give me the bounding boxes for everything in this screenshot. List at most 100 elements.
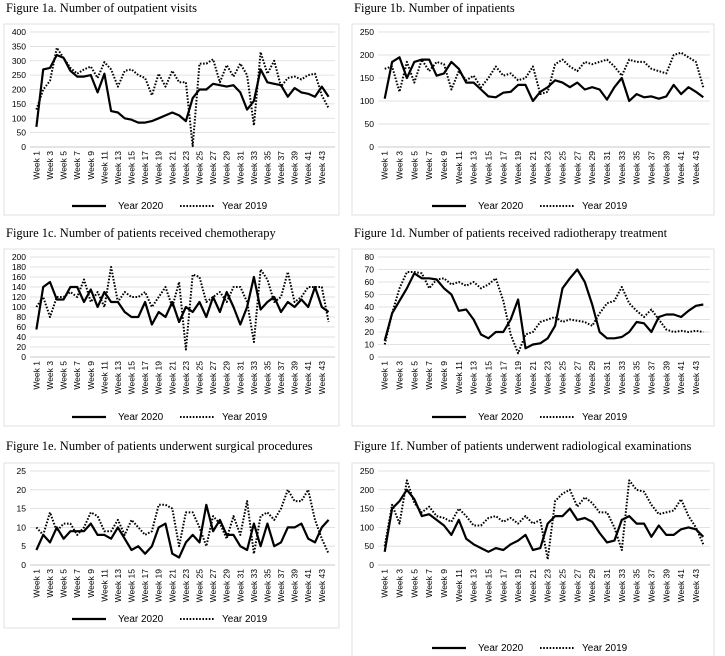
y-tick-label: 250 [360, 27, 374, 37]
x-tick-label: Week 1 [31, 569, 41, 598]
x-tick-label: Week 17 [140, 569, 150, 603]
x-tick-label: Week 43 [691, 361, 701, 395]
x-tick-label: Week 39 [661, 361, 671, 395]
series-line-2019 [35, 46, 330, 148]
x-tick-label: Week 17 [498, 361, 508, 395]
chart-frame [3, 23, 340, 216]
chart-title: Figure 1e. Number of patients underwent … [6, 439, 313, 453]
x-tick-label: Week 7 [72, 569, 82, 598]
y-tick-label: 80 [17, 312, 27, 322]
y-tick-label: 50 [365, 290, 375, 300]
x-tick-label: Week 21 [167, 569, 177, 603]
x-tick-label: Week 39 [290, 361, 300, 395]
y-tick-label: 60 [365, 277, 375, 287]
y-tick-label: 0 [369, 560, 374, 570]
legend-label-2019: Year 2019 [222, 412, 268, 423]
legend-label-2019: Year 2019 [582, 201, 628, 212]
x-tick-label: Week 13 [113, 361, 123, 395]
x-tick-label: Week 27 [208, 569, 218, 603]
x-tick-label: Week 17 [140, 151, 150, 185]
x-tick-label: Week 9 [439, 569, 449, 598]
legend-label-2019: Year 2019 [222, 614, 268, 625]
x-tick-label: Week 19 [513, 151, 523, 185]
x-tick-label: Week 7 [424, 361, 434, 390]
x-tick-label: Week 27 [572, 151, 582, 185]
y-tick-label: 20 [17, 485, 27, 495]
x-tick-label: Week 37 [276, 569, 286, 603]
chart-panel-5: Figure 1e. Number of patients underwent … [3, 439, 340, 629]
x-tick-label: Week 15 [127, 151, 137, 185]
x-tick-label: Week 37 [276, 151, 286, 185]
y-tick-label: 10 [365, 340, 375, 350]
x-tick-label: Week 27 [208, 361, 218, 395]
x-tick-label: Week 37 [646, 151, 656, 185]
y-tick-label: 0 [369, 352, 374, 362]
x-tick-label: Week 3 [45, 151, 55, 180]
x-tick-label: Week 9 [86, 569, 96, 598]
y-tick-label: 0 [369, 142, 374, 152]
x-tick-label: Week 39 [661, 151, 671, 185]
chart-title: Figure 1f. Number of patients underwent … [354, 439, 692, 453]
x-tick-label: Week 9 [439, 151, 449, 180]
x-tick-label: Week 11 [454, 569, 464, 602]
x-tick-label: Week 15 [483, 569, 493, 603]
y-tick-label: 350 [12, 41, 26, 51]
y-tick-label: 0 [21, 142, 26, 152]
y-tick-label: 300 [12, 56, 26, 66]
x-tick-label: Week 21 [167, 361, 177, 395]
y-tick-label: 100 [360, 96, 374, 106]
x-tick-label: Week 5 [409, 151, 419, 180]
x-tick-label: Week 39 [290, 569, 300, 603]
x-tick-label: Week 3 [395, 361, 405, 390]
x-tick-label: Week 27 [208, 151, 218, 185]
x-tick-label: Week 11 [454, 361, 464, 394]
x-tick-label: Week 37 [646, 569, 656, 603]
x-tick-label: Week 29 [222, 151, 232, 185]
x-tick-label: Week 35 [632, 151, 642, 185]
x-tick-label: Week 27 [572, 569, 582, 603]
x-tick-label: Week 23 [543, 151, 553, 185]
x-tick-label: Week 29 [587, 361, 597, 395]
y-tick-label: 100 [360, 522, 374, 532]
y-tick-label: 60 [17, 322, 27, 332]
x-tick-label: Week 7 [424, 151, 434, 180]
x-tick-label: Week 25 [194, 569, 204, 603]
y-tick-label: 120 [12, 292, 26, 302]
series-line-2019 [35, 488, 330, 555]
x-tick-label: Week 31 [235, 151, 245, 185]
x-tick-label: Week 35 [632, 361, 642, 395]
chart-frame [351, 23, 715, 216]
y-tick-label: 15 [17, 504, 27, 514]
x-tick-label: Week 35 [262, 361, 272, 395]
x-tick-label: Week 5 [59, 151, 69, 180]
x-tick-label: Week 17 [140, 361, 150, 395]
x-tick-label: Week 11 [99, 151, 109, 184]
x-tick-label: Week 27 [572, 361, 582, 395]
series-line-2019 [35, 266, 330, 351]
x-tick-label: Week 33 [249, 151, 259, 185]
x-tick-label: Week 13 [113, 569, 123, 603]
x-tick-label: Week 11 [99, 569, 109, 602]
x-tick-label: Week 5 [409, 361, 419, 390]
x-tick-label: Week 25 [194, 151, 204, 185]
x-tick-label: Week 29 [587, 151, 597, 185]
y-tick-label: 50 [17, 128, 27, 138]
chart-panel-1: Figure 1a. Number of outpatient visits 0 5… [3, 1, 340, 216]
y-tick-label: 20 [17, 342, 27, 352]
x-tick-label: Week 31 [602, 569, 612, 603]
y-tick-label: 200 [12, 85, 26, 95]
x-tick-label: Week 1 [31, 361, 41, 390]
y-tick-label: 200 [360, 485, 374, 495]
y-tick-label: 150 [12, 99, 26, 109]
y-tick-label: 100 [12, 113, 26, 123]
x-tick-label: Week 1 [380, 151, 390, 180]
y-tick-label: 10 [17, 522, 27, 532]
x-tick-label: Week 21 [528, 151, 538, 185]
x-tick-label: Week 23 [181, 361, 191, 395]
chart-title: Figure 1d. Number of patients received r… [354, 226, 668, 240]
chart-title: Figure 1b. Number of inpatients [354, 1, 515, 15]
series-line-2019 [383, 479, 705, 561]
x-tick-label: Week 17 [498, 151, 508, 185]
x-tick-label: Week 13 [469, 569, 479, 603]
